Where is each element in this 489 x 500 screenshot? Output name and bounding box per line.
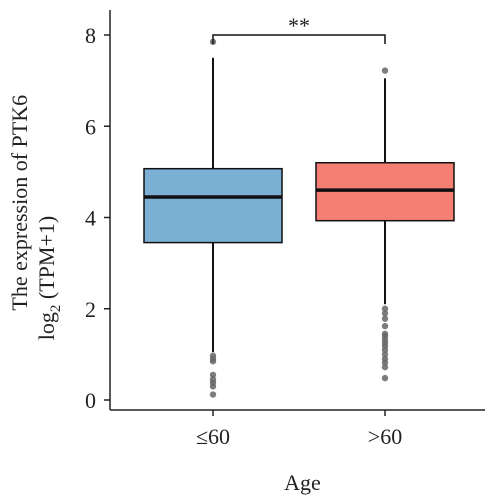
y-tick-label: 4: [85, 206, 96, 231]
outlier-point: [381, 363, 389, 371]
outlier-point: [381, 67, 389, 74]
box-group: [143, 38, 283, 398]
y-axis-title-line2-log: log: [34, 312, 59, 340]
outlier-point: [381, 322, 389, 330]
outlier-point: [381, 315, 389, 322]
x-tick-label: ≤60: [196, 424, 230, 449]
outlier-point: [381, 346, 389, 354]
outlier-point: [381, 305, 389, 312]
y-axis-title-line1: The expression of PTK6: [7, 95, 32, 311]
outlier-point: [381, 359, 389, 366]
y-axis-title-line2-subscript: 2: [48, 305, 64, 313]
y-tick-label: 6: [85, 114, 96, 139]
box-group: [315, 67, 455, 382]
y-axis-title-line2-unit: (TPM+1): [34, 216, 59, 305]
outlier-point: [209, 358, 217, 365]
outlier-point: [381, 374, 389, 382]
axes: 0 2 4 6 8 ≤60 >60: [85, 10, 485, 449]
significance-label: **: [288, 13, 310, 38]
outlier-point: [381, 310, 389, 317]
y-tick-label: 8: [85, 23, 96, 48]
y-axis-title: The expression of PTK6 log2 (TPM+1): [7, 89, 64, 340]
x-axis-title: Age: [284, 470, 321, 495]
outlier-point: [381, 351, 389, 358]
x-tick-label: >60: [368, 424, 402, 449]
outlier-point: [209, 371, 217, 379]
box-iqr: [143, 167, 283, 244]
significance-annotation: **: [212, 13, 386, 44]
significance-bracket: [212, 34, 386, 44]
y-tick-label: 0: [85, 388, 96, 413]
outlier-point: [209, 383, 217, 390]
outlier-point: [209, 391, 217, 398]
boxes: [143, 38, 455, 398]
y-tick-label: 2: [85, 297, 96, 322]
